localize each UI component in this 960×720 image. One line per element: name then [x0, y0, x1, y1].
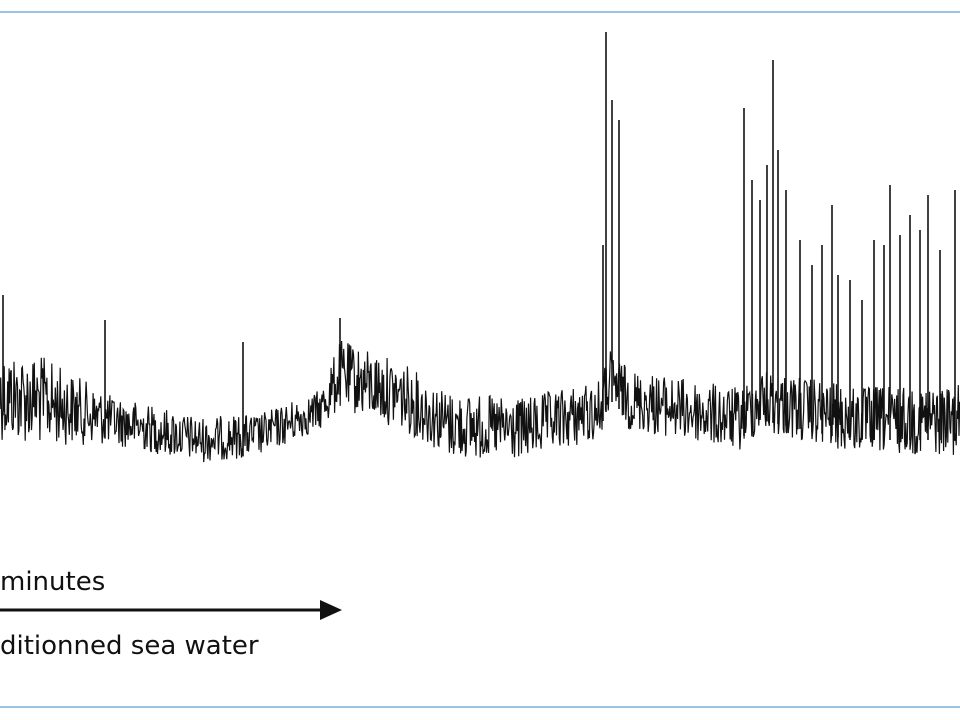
arrow-head	[320, 600, 342, 620]
duration-label: minutes	[0, 567, 105, 597]
condition-label: ditionned sea water	[0, 631, 259, 661]
recording-trace	[0, 32, 960, 463]
